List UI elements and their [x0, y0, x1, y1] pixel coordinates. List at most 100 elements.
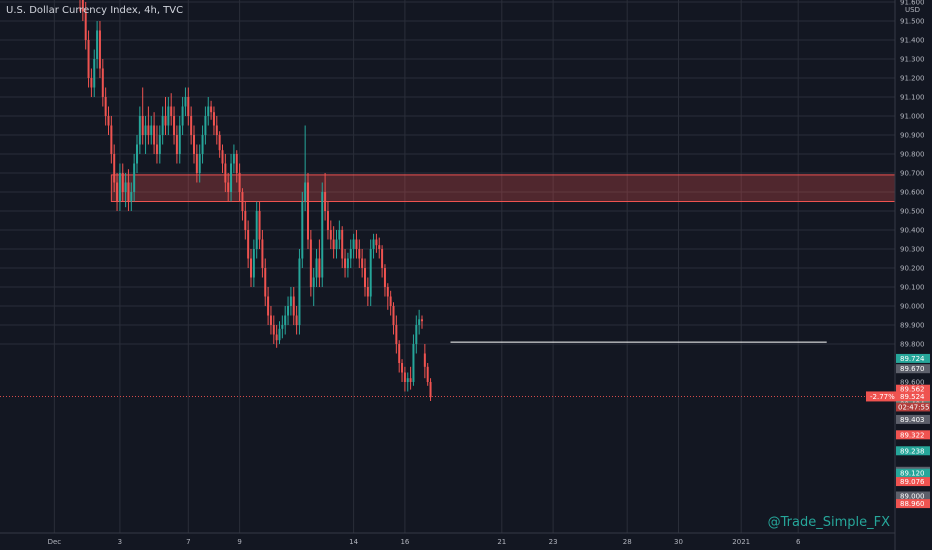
- candle-body: [344, 258, 347, 268]
- candle-down: [309, 230, 312, 297]
- candle-body: [184, 97, 187, 107]
- candle-down: [272, 315, 275, 344]
- candle-up: [284, 306, 287, 335]
- candle-body: [84, 11, 87, 40]
- candle-body: [275, 334, 278, 341]
- candle-body: [133, 163, 136, 192]
- time-tick-label: 23: [549, 538, 558, 546]
- candle-body: [90, 78, 93, 88]
- candle-up: [304, 125, 307, 211]
- candle-down: [127, 169, 130, 211]
- candle-up: [124, 173, 127, 208]
- candle-up: [287, 296, 290, 325]
- candle-down: [392, 302, 395, 335]
- price-badge-label: 89.322: [900, 431, 925, 439]
- candle-body: [136, 144, 138, 164]
- candle-body: [269, 315, 272, 325]
- candle-up: [369, 239, 372, 306]
- candle-down: [218, 131, 221, 158]
- candle-body: [130, 192, 133, 202]
- candle-up: [298, 249, 301, 335]
- candle-up: [338, 220, 341, 249]
- price-tick-label: 90.900: [900, 132, 925, 140]
- candle-down: [210, 100, 213, 120]
- price-tick-label: 91.100: [900, 94, 925, 102]
- price-tick-label: 90.800: [900, 151, 925, 159]
- candle-down: [90, 68, 93, 97]
- candle-down: [326, 201, 329, 240]
- time-axis[interactable]: Dec 3 7 9 14 16 21 23 28 30 2021 6: [0, 532, 895, 546]
- price-axis[interactable]: 91.600 91.500 91.400 91.300 91.200 91.100 91.0…: [866, 0, 932, 550]
- candle-down: [155, 125, 158, 164]
- candle-body: [392, 306, 395, 325]
- candle-down: [429, 378, 432, 401]
- candle-down: [307, 173, 309, 249]
- candle-up: [372, 233, 375, 259]
- candle-body: [178, 125, 181, 154]
- candle-up: [252, 239, 255, 287]
- candle-up: [289, 287, 292, 316]
- candle-body: [195, 154, 198, 173]
- candle-body: [295, 315, 298, 325]
- candle-down: [175, 125, 178, 164]
- price-tick-label: 91.000: [900, 113, 925, 121]
- candle-body: [153, 125, 156, 145]
- candle-down: [195, 144, 198, 183]
- candle-up: [198, 144, 201, 183]
- price-tick-label: 90.700: [900, 170, 925, 178]
- candle-body: [281, 325, 284, 329]
- candle-down: [215, 116, 218, 145]
- candle-up: [278, 321, 281, 344]
- candle-body: [278, 328, 281, 341]
- candle-body: [381, 249, 384, 268]
- price-badge: [896, 414, 930, 424]
- candle-up: [184, 87, 187, 116]
- currency-label: USD: [905, 6, 920, 14]
- candle-up: [321, 182, 324, 287]
- candle-body: [247, 230, 250, 259]
- price-badge: [896, 353, 930, 363]
- candle-body: [96, 30, 99, 59]
- candle-down: [344, 249, 347, 278]
- candle-body: [252, 249, 255, 278]
- candle-body: [244, 211, 247, 230]
- price-tick-label: 90.500: [900, 208, 925, 216]
- price-badge-label: 88.960: [900, 500, 925, 508]
- candle-up: [412, 334, 415, 386]
- candle-up: [406, 372, 409, 392]
- candle-body: [110, 125, 113, 154]
- price-badge-label: 89.670: [900, 365, 925, 373]
- candle-body: [212, 112, 215, 126]
- candle-body: [167, 106, 170, 126]
- candle-down: [81, 0, 84, 21]
- candle-body: [375, 239, 378, 246]
- candle-down: [423, 344, 426, 379]
- candle-down: [318, 239, 321, 287]
- price-badge: [896, 477, 930, 487]
- candle-body: [124, 182, 127, 192]
- candle-down: [355, 230, 358, 259]
- price-badge: [896, 384, 930, 394]
- candle-body: [418, 319, 421, 325]
- candle-body: [338, 230, 341, 240]
- candle-body: [121, 173, 124, 192]
- candle-body: [409, 378, 412, 382]
- candle-body: [398, 344, 401, 363]
- candle-down: [261, 230, 264, 278]
- candle-up: [118, 163, 121, 211]
- candle-body: [329, 230, 332, 240]
- candle-up: [167, 97, 170, 135]
- candle-body: [190, 116, 193, 135]
- candle-body: [101, 68, 104, 97]
- candle-body: [335, 239, 338, 249]
- candle-body: [309, 239, 312, 287]
- price-axis-bg: [895, 0, 932, 550]
- candle-body: [289, 296, 292, 306]
- candle-body: [238, 173, 241, 192]
- candle-body: [232, 154, 235, 164]
- last-price-badge: [866, 391, 930, 402]
- candle-body: [198, 154, 201, 173]
- candle-down: [398, 340, 401, 373]
- candle-body: [113, 154, 116, 183]
